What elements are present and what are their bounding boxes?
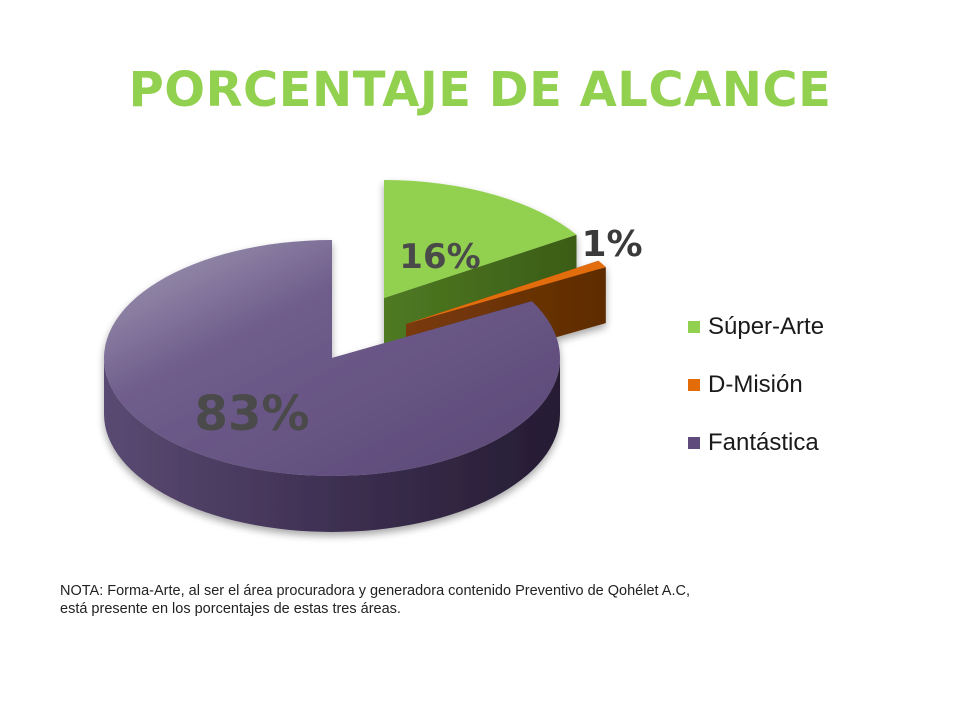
legend-swatch-super-arte	[688, 321, 700, 333]
pie-slice-top-super-arte	[384, 180, 577, 298]
legend-label-super-arte: Súper-Arte	[708, 313, 825, 340]
footnote-line-2: está presente en los porcentajes de esta…	[60, 601, 401, 617]
pie-slice-top-d-mision	[406, 260, 606, 324]
legend-item-fantastica: Fantástica	[688, 414, 824, 472]
chart-title: PORCENTAJE DE ALCANCE	[128, 62, 832, 118]
legend-item-super-arte: Súper-Arte	[688, 298, 824, 356]
pie-slice-fantastica	[104, 240, 561, 532]
pie-slice-top-fantastica	[104, 240, 561, 476]
legend-swatch-d-mision	[688, 379, 700, 391]
legend-item-d-mision: D-Misión	[688, 356, 824, 414]
footnote-line-1: NOTA: Forma-Arte, al ser el área procura…	[60, 583, 690, 599]
data-label-fantastica: 83%	[195, 386, 310, 442]
footnote: NOTA: Forma-Arte, al ser el área procura…	[60, 582, 780, 618]
pie-slice-side-fantastica-0	[104, 358, 560, 532]
legend-label-fantastica: Fantástica	[708, 429, 819, 456]
legend: Súper-Arte D-Misión Fantástica	[688, 298, 824, 472]
data-label-super-arte: 16%	[399, 237, 480, 277]
legend-swatch-fantastica	[688, 437, 700, 449]
legend-label-d-mision: D-Misión	[708, 371, 803, 398]
data-label-d-mision: 1%	[581, 224, 642, 265]
